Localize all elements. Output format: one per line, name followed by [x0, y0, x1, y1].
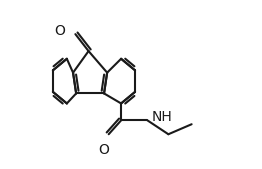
- Text: O: O: [98, 143, 109, 158]
- Text: O: O: [54, 24, 65, 38]
- Text: NH: NH: [151, 110, 172, 124]
